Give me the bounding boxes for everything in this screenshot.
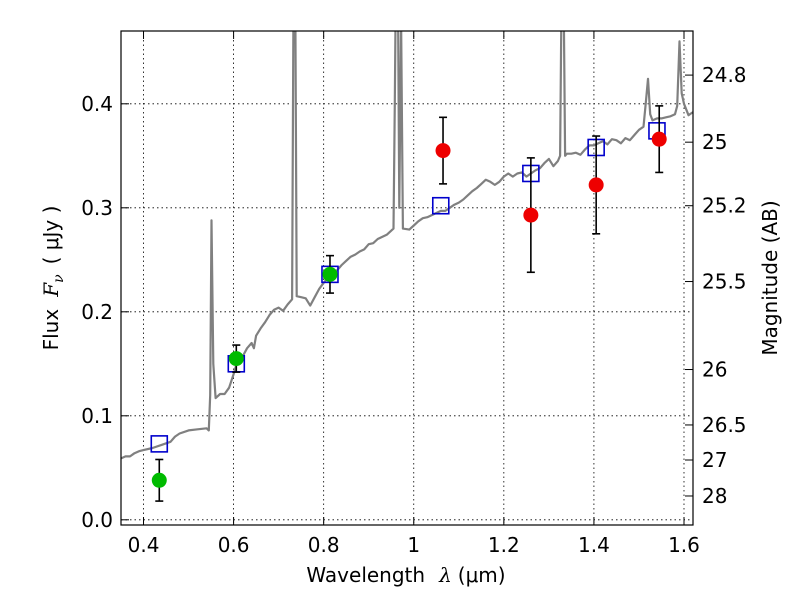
x-tick-label: 1.2 [488, 533, 520, 557]
detection-point [228, 351, 244, 367]
grid [121, 31, 693, 525]
detection-point [151, 472, 167, 488]
x-tick-label: 1.4 [578, 533, 610, 557]
y-tick-label: 0.2 [81, 300, 113, 324]
plot-frame [120, 30, 694, 526]
y-axis-label: FluxFν( μJy ) [39, 206, 67, 351]
x-tick-label: 0.6 [218, 533, 250, 557]
model-photometry-square [431, 196, 450, 215]
detection-point [651, 131, 667, 147]
mag-tick-label: 28 [702, 484, 727, 508]
x-tick-label: 1.6 [668, 533, 700, 557]
y-tick-label: 0.1 [81, 404, 113, 428]
x-tick-label: 1 [407, 533, 420, 557]
mag-tick-label: 25.2 [702, 194, 747, 218]
detection-point [588, 177, 604, 193]
x-tick-label: 0.4 [128, 533, 160, 557]
y-tick-label: 0.0 [81, 508, 113, 532]
detection-point [322, 266, 338, 282]
axis-ticks: 0.4 0.6 0.8 1 1.2 1.4 1.6 0.0 0.1 0.2 0.3 0.4 24.8 25… [81, 31, 747, 557]
y2-axis-label: Magnitude (AB) [758, 200, 782, 355]
plot-data [121, 31, 693, 502]
mag-tick-label: 25.5 [702, 270, 747, 294]
mag-tick-label: 24.8 [702, 63, 747, 87]
y-tick-label: 0.3 [81, 196, 113, 220]
x-axis-label: Wavelength λ (μm) [306, 563, 505, 587]
mag-tick-label: 26 [702, 358, 727, 382]
model-sed-line [121, 31, 693, 460]
detection-point [435, 143, 451, 159]
detection-point [523, 207, 539, 223]
model-photometry-square [150, 435, 169, 453]
mag-tick-label: 27 [702, 448, 727, 472]
mag-tick-label: 25 [702, 130, 727, 154]
x-tick-label: 0.8 [308, 533, 340, 557]
mag-tick-label: 26.5 [702, 413, 747, 437]
y-tick-label: 0.4 [81, 92, 113, 116]
